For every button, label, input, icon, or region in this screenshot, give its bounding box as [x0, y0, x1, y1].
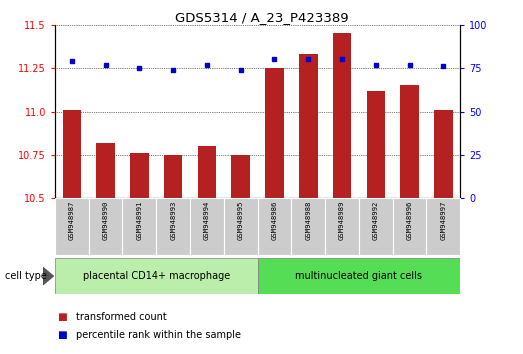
Text: ■: ■ [58, 330, 67, 339]
Text: placental CD14+ macrophage: placental CD14+ macrophage [83, 271, 230, 281]
Text: GSM948991: GSM948991 [137, 201, 142, 240]
Polygon shape [43, 267, 54, 286]
Bar [55, 198, 89, 255]
Bar [325, 198, 359, 255]
Bar [426, 198, 460, 255]
Text: multinucleated giant cells: multinucleated giant cells [295, 271, 423, 281]
Bar [393, 198, 426, 255]
Bar [55, 258, 257, 294]
Text: GSM948997: GSM948997 [440, 201, 446, 240]
Bar [224, 198, 257, 255]
Bar [130, 153, 149, 198]
Bar [231, 155, 250, 198]
Bar [265, 68, 284, 198]
Text: transformed count: transformed count [76, 312, 167, 322]
Bar [257, 258, 460, 294]
Bar [299, 54, 317, 198]
Bar [359, 198, 393, 255]
Bar [96, 143, 115, 198]
Text: GSM948987: GSM948987 [69, 201, 75, 240]
Bar [190, 198, 224, 255]
Bar [164, 155, 183, 198]
Text: GSM948990: GSM948990 [103, 201, 109, 240]
Text: GSM948988: GSM948988 [305, 201, 311, 240]
Bar [198, 146, 216, 198]
Text: GSM948995: GSM948995 [237, 201, 244, 240]
Text: GSM948996: GSM948996 [406, 201, 413, 240]
Bar [434, 110, 452, 198]
Text: percentile rank within the sample: percentile rank within the sample [76, 330, 241, 339]
Bar [291, 198, 325, 255]
Text: GSM948986: GSM948986 [271, 201, 278, 240]
Text: ■: ■ [58, 312, 67, 322]
Bar [367, 91, 385, 198]
Bar [156, 198, 190, 255]
Text: GSM948989: GSM948989 [339, 201, 345, 240]
Bar [89, 198, 122, 255]
Text: GDS5314 / A_23_P423389: GDS5314 / A_23_P423389 [175, 11, 348, 24]
Bar [122, 198, 156, 255]
Bar [63, 110, 81, 198]
Text: cell type: cell type [5, 271, 47, 281]
Bar [400, 85, 419, 198]
Bar [333, 34, 351, 198]
Text: GSM948993: GSM948993 [170, 201, 176, 240]
Bar [257, 198, 291, 255]
Text: GSM948994: GSM948994 [204, 201, 210, 240]
Text: GSM948992: GSM948992 [373, 201, 379, 240]
